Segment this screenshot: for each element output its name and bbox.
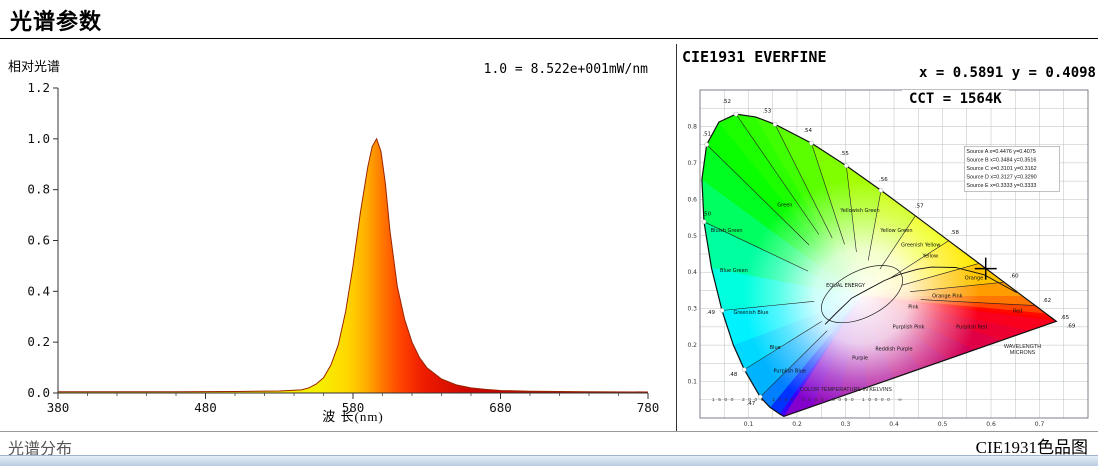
svg-text:.58: .58 [950,230,959,236]
svg-text:0.5: 0.5 [687,233,697,240]
title-divider [0,38,1098,39]
svg-text:.48: .48 [729,372,738,378]
footer-divider [0,431,1098,432]
svg-text:680: 680 [489,400,512,415]
svg-text:Orange: Orange [965,276,983,282]
svg-text:.49: .49 [706,310,715,316]
svg-text:0.7: 0.7 [1035,421,1045,428]
svg-text:480: 480 [194,400,217,415]
svg-text:0.6: 0.6 [986,421,996,428]
footer-right-caption: CIE1931色品图 [975,438,1088,457]
svg-text:Purplish Red: Purplish Red [956,325,987,331]
spectrum-scale-note: 1.0 = 8.522e+001mW/nm [483,62,648,77]
svg-text:Greenish Blue: Greenish Blue [733,310,768,316]
svg-text:0.8: 0.8 [27,182,50,197]
source-legend: Source A x=0.4476 y=0.4075 Source B x=0.3… [964,146,1060,192]
svg-text:0.2: 0.2 [27,334,50,349]
cie-title: CIE1931 EVERFINE [682,48,827,66]
svg-text:.53: .53 [763,109,772,115]
source-legend-line: Source E x=0.3333 y=0.3333 [966,181,1037,188]
svg-text:0.3: 0.3 [687,306,697,313]
svg-text:0.4: 0.4 [889,421,899,428]
cie-xy-readout: x = 0.5891 y = 0.4098 [918,65,1096,81]
svg-text:Yellow Green: Yellow Green [879,228,912,234]
source-legend-line: Source C x=0.3101 y=0.3162 [966,165,1037,172]
svg-text:0.1: 0.1 [687,379,697,386]
svg-text:Blue Green: Blue Green [720,268,748,274]
svg-text:.47: .47 [747,401,756,407]
svg-text:Yellowish Green: Yellowish Green [839,208,879,214]
svg-text:.69: .69 [1067,324,1076,330]
svg-text:0.8: 0.8 [687,123,697,130]
svg-text:Red: Red [1013,308,1023,314]
source-legend-line: Source B x=0.3484 y=0.3516 [966,156,1037,163]
svg-text:580: 580 [342,400,365,415]
spectral-locus [701,113,1058,417]
spectrum-plot: 380 480 580 680 780 0.0 0.2 0.4 0.6 0.8 1.0 1.2 [27,80,659,415]
svg-text:Blue: Blue [770,345,781,351]
svg-text:0.2: 0.2 [687,342,697,349]
spectrum-panel: 相对光谱 1.0 = 8.522e+001mW/nm 380 480 580 680 7… [0,44,676,432]
svg-text:0.2: 0.2 [792,421,802,428]
source-legend-line: Source A x=0.4476 y=0.4075 [966,148,1036,155]
svg-text:.60: .60 [1010,274,1019,280]
svg-text:Purplish Pink: Purplish Pink [893,325,925,331]
svg-text:.50: .50 [702,212,711,218]
bottom-window-strip [0,455,1098,466]
svg-text:.56: .56 [879,177,888,183]
svg-text:0.7: 0.7 [687,160,697,167]
cie-annotations: .47 .48 .49 .50 .51 .52 .53 .54 .55 .56 .57 .58 .60.… [701,99,1076,407]
svg-text:0.4: 0.4 [687,269,697,276]
cie-panel: CIE1931 EVERFINE x = 0.5891 y = 0.4098 C… [678,44,1098,432]
spectrum-curve-line [58,137,649,393]
svg-text:.52: .52 [722,99,731,105]
svg-text:.54: .54 [803,128,812,134]
svg-text:Greenish Yellow: Greenish Yellow [901,243,940,249]
svg-text:Green: Green [777,203,792,209]
spectrum-x-axis-title: 波 长(nm) [322,409,384,424]
svg-text:Purple: Purple [852,356,868,362]
color-temperature-caption: COLOR TEMPERATURE IN KELVINS [800,386,892,392]
cie-chromaticity-diagram: 0.1 0.2 0.3 0.4 0.5 0.6 0.7 0.1 0.2 0.3 0.4 0.5 0.6 0… [687,89,1089,428]
svg-text:380: 380 [47,400,70,415]
svg-text:1.2: 1.2 [27,80,50,95]
wavelength-caption: WAVELENGTH MICRONS [1003,343,1042,355]
footer-left-caption: 光谱分布 [8,441,73,458]
svg-text:0.6: 0.6 [687,196,697,203]
svg-text:Orange Pink: Orange Pink [932,294,963,300]
svg-text:0.5: 0.5 [938,421,948,428]
svg-text:1.0: 1.0 [27,131,50,146]
svg-text:.62: .62 [1042,298,1051,304]
page-title: 光谱参数 [10,9,103,34]
svg-text:780: 780 [637,400,660,415]
svg-text:0.4: 0.4 [27,283,50,298]
svg-text:0.6: 0.6 [27,233,50,248]
svg-text:0.1: 0.1 [744,421,754,428]
svg-text:Reddish Purple: Reddish Purple [875,347,912,353]
svg-text:.57: .57 [915,203,924,209]
svg-text:Purplish Blue: Purplish Blue [773,368,806,374]
svg-text:.65: .65 [1060,315,1069,321]
svg-text:Bluish Green: Bluish Green [711,228,743,234]
svg-text:0.3: 0.3 [841,421,851,428]
svg-text:Pink: Pink [908,305,918,311]
spectrum-y-axis-title: 相对光谱 [8,59,61,74]
svg-text:EQUAL ENERGY: EQUAL ENERGY [826,283,866,289]
svg-text:0.0: 0.0 [27,385,50,400]
svg-text:.55: .55 [840,151,849,157]
cct-scale: 1500 2000 3000 4000 6000 10000 ∞ [712,397,906,403]
cie-gamut [701,113,1058,417]
source-legend-line: Source D x=0.3127 y=0.3290 [966,173,1037,180]
svg-text:Yellow: Yellow [922,254,938,260]
planckian-locus [824,266,1017,325]
cct-readout: CCT = 1564K [902,90,1009,108]
panel-divider [676,44,677,432]
spectrum-chart: 380 480 580 680 780 0.0 0.2 0.4 0.6 0.8 1.0 1.2 [27,80,659,415]
svg-text:.51: .51 [702,132,711,138]
